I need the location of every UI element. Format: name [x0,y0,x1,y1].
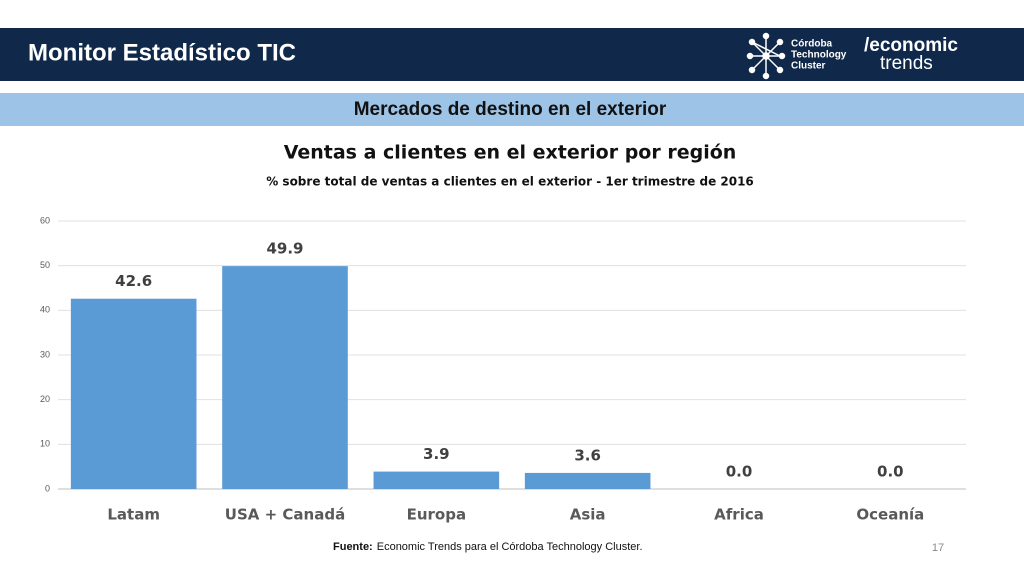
logo-text: Córdoba [791,39,833,50]
y-tick-label: 30 [40,349,50,359]
logo-icon [746,32,786,80]
x-tick-label: Latam [107,506,160,524]
y-tick-label: 60 [40,215,50,225]
chart-subtitle: % sobre total de ventas a clientes en el… [266,175,754,189]
value-label: 49.9 [266,240,303,258]
y-tick-label: 40 [40,305,50,315]
logo-text: Cluster [791,61,826,72]
section-bar [0,93,1024,126]
bar [70,298,197,489]
header-title: Monitor Estadístico TIC [28,39,296,66]
footer-text: Economic Trends para el Córdoba Technolo… [377,541,643,553]
value-label: 0.0 [877,463,904,481]
x-tick-label: Asia [570,506,606,524]
plot: 0 10 20 30 40 50 60 Latam 42.6 USA + Canadá 49.9 Eu… [40,215,966,524]
brand: /economic [864,35,958,56]
bar [373,471,500,489]
footer: Fuente: Economic Trends para el Córdoba T… [333,541,643,553]
x-tick-label: Africa [714,506,764,524]
value-label: 3.6 [574,446,601,464]
value-label: 0.0 [726,463,753,481]
value-label: 42.6 [115,272,152,290]
y-tick-label: 10 [40,439,50,449]
chart-title: Ventas a clientes en el exterior por reg… [284,142,737,164]
bar [524,472,651,489]
y-tick-label: 0 [45,483,50,493]
x-tick-label: Europa [407,506,467,524]
bar [222,266,348,489]
header-bar [0,28,1024,81]
value-label: 3.9 [423,445,450,463]
page-number: 17 [932,542,944,554]
x-tick-label: USA + Canadá [225,506,345,524]
y-tick-label: 50 [40,260,50,270]
x-tick-label: Oceanía [856,506,924,524]
logo-text: Technology [791,50,847,61]
footer-label: Fuente: [333,541,373,553]
brand-sub: trends [880,53,933,74]
section-title: Mercados de destino en el exterior [354,99,667,120]
y-tick-label: 20 [40,394,50,404]
